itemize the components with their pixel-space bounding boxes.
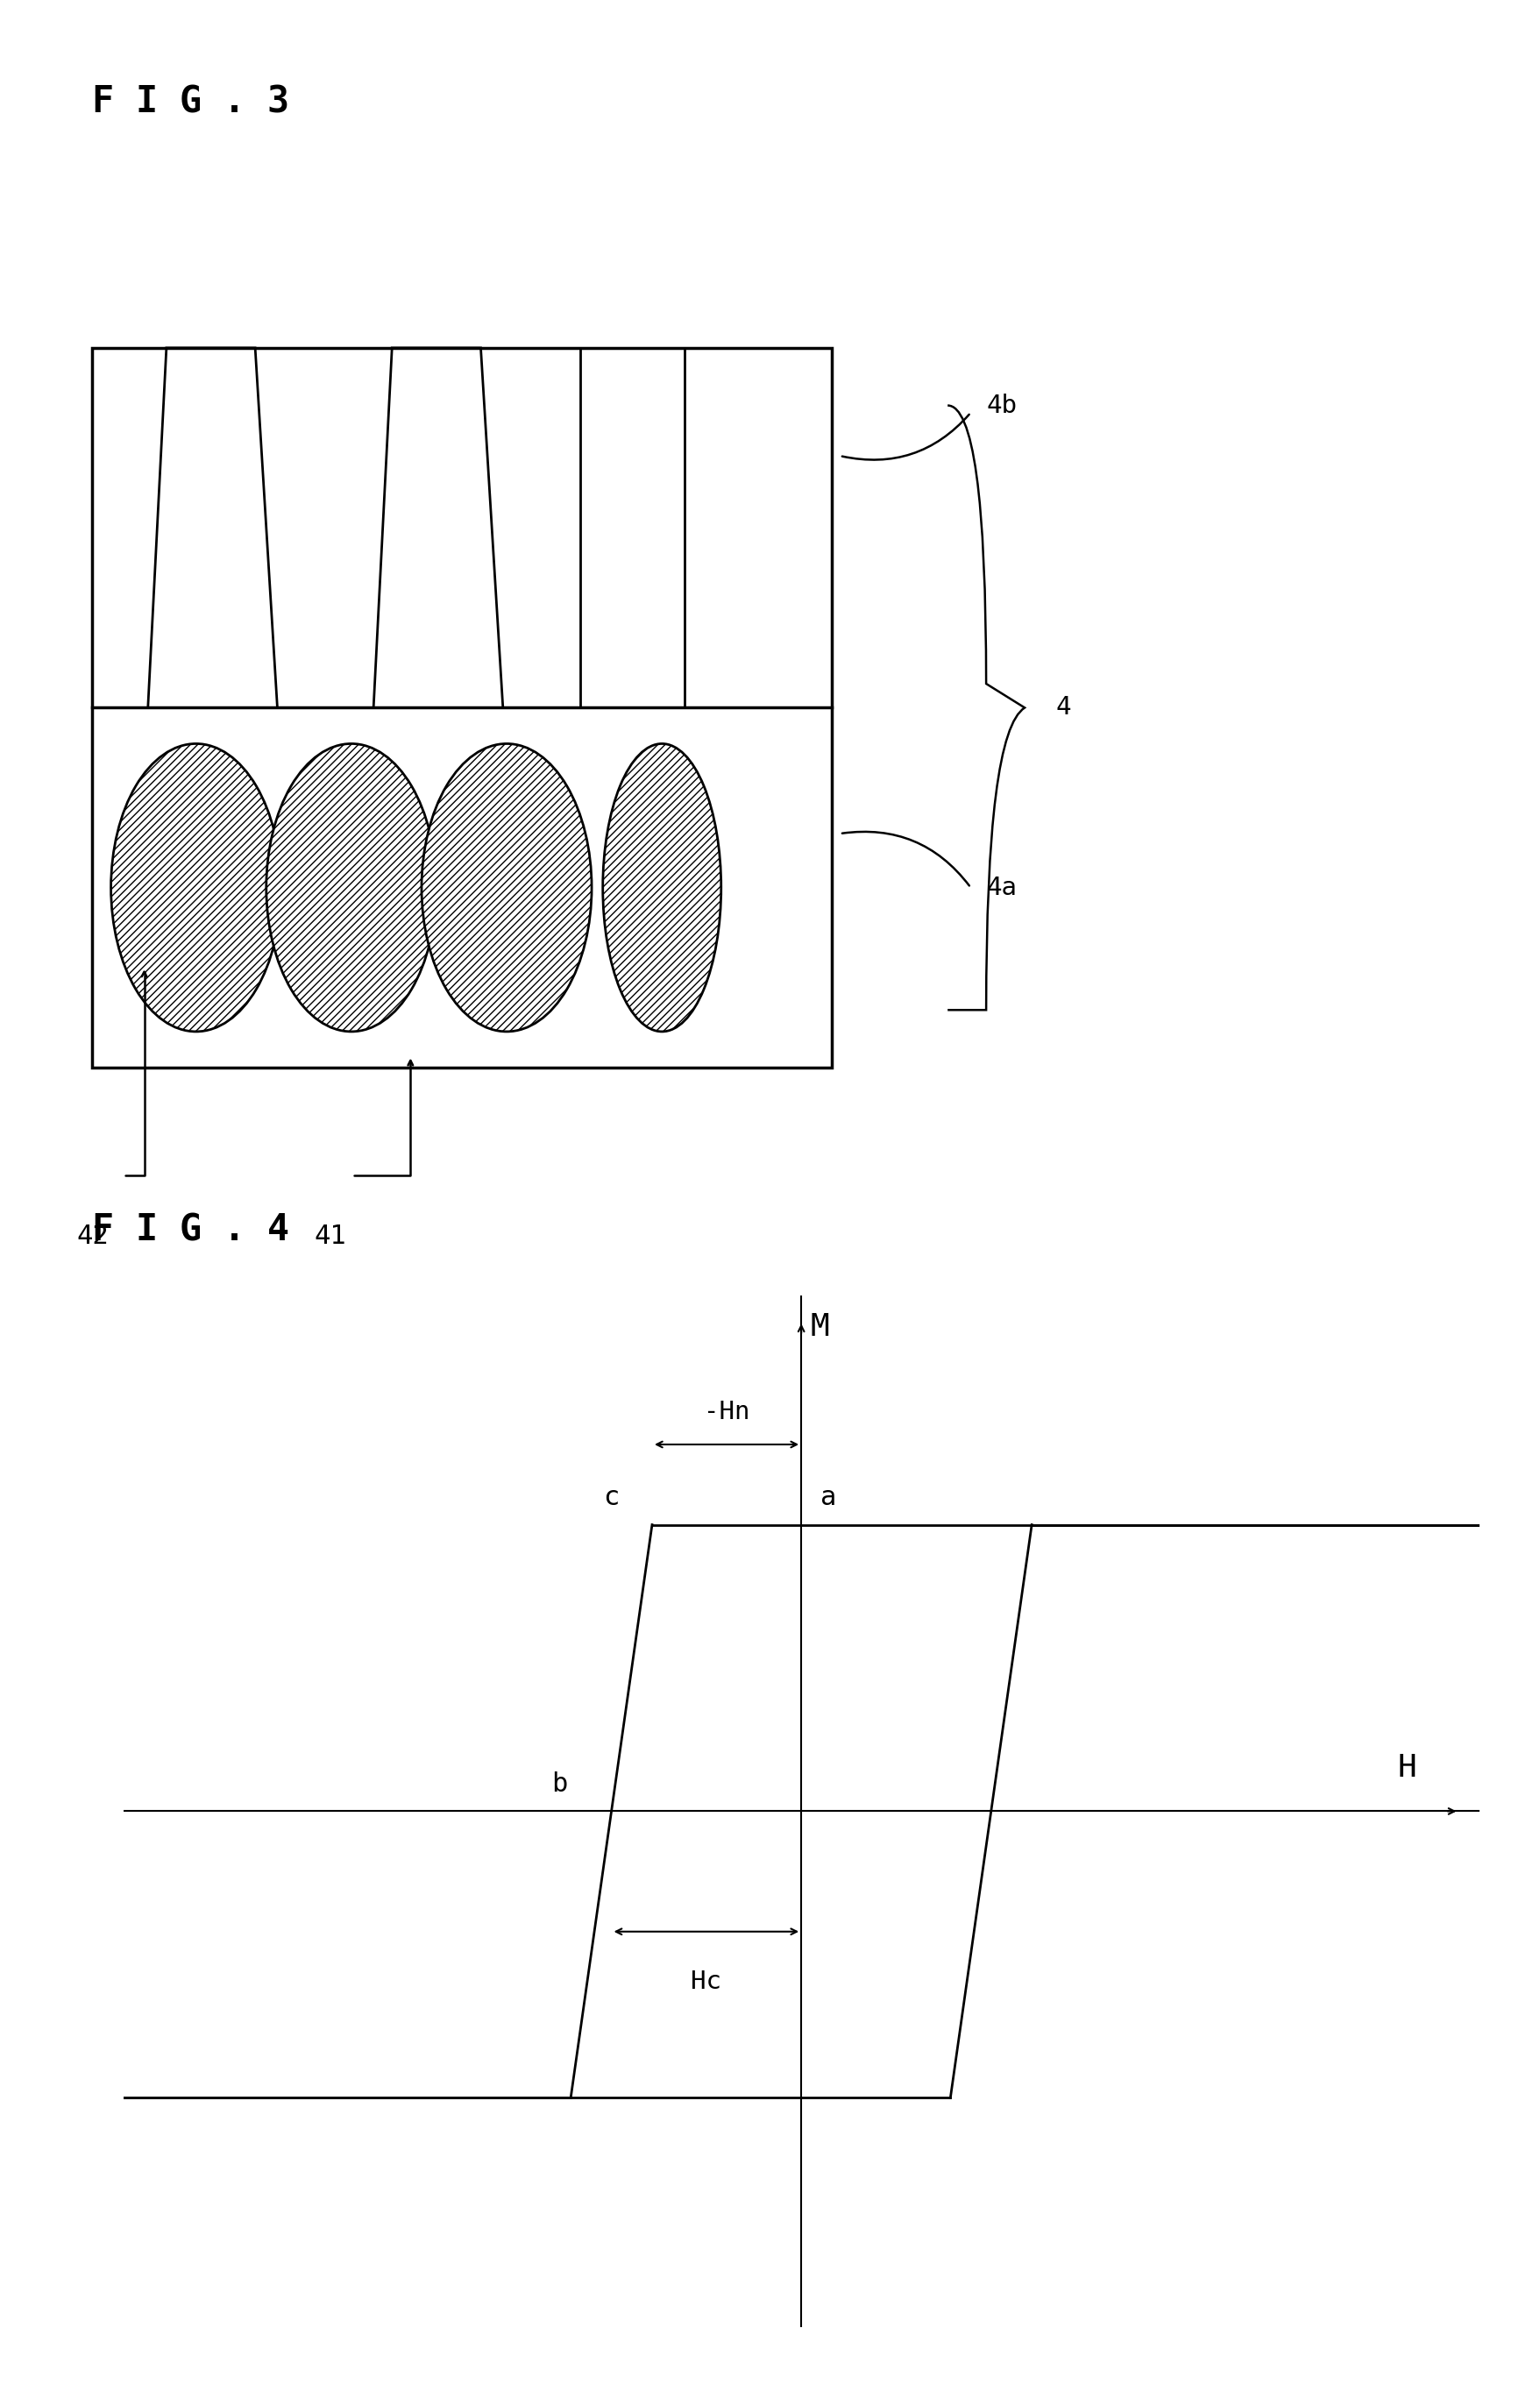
Text: F I G . 3: F I G . 3 xyxy=(92,84,290,120)
Text: b: b xyxy=(551,1770,568,1797)
Text: c: c xyxy=(604,1485,619,1509)
Text: Hc: Hc xyxy=(690,1970,721,1994)
Polygon shape xyxy=(277,355,373,708)
Bar xyxy=(92,348,148,708)
Text: H: H xyxy=(1397,1754,1417,1782)
Text: 41: 41 xyxy=(314,1223,347,1250)
Ellipse shape xyxy=(422,744,591,1032)
Text: -Hn: -Hn xyxy=(704,1399,750,1425)
Bar xyxy=(92,348,832,1068)
Text: 4: 4 xyxy=(1055,696,1070,720)
Text: F I G . 4: F I G . 4 xyxy=(92,1211,290,1247)
Bar xyxy=(92,348,832,708)
Ellipse shape xyxy=(602,744,721,1032)
Text: a: a xyxy=(819,1485,836,1509)
Bar xyxy=(92,708,832,1068)
Text: 42: 42 xyxy=(77,1223,109,1250)
Text: M: M xyxy=(810,1312,830,1341)
Bar xyxy=(507,348,576,708)
Ellipse shape xyxy=(266,744,436,1032)
Text: 4a: 4a xyxy=(986,876,1016,900)
Bar xyxy=(581,348,684,708)
Text: 4b: 4b xyxy=(986,393,1016,417)
Ellipse shape xyxy=(111,744,280,1032)
